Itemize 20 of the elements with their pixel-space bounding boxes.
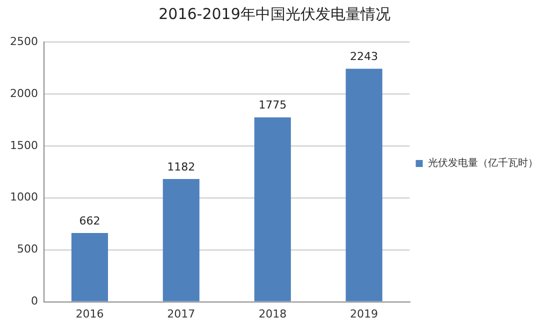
y-tick-label: 0 [30,294,38,308]
bar [71,233,108,302]
data-label: 2243 [350,50,378,64]
x-tick-label: 2019 [350,307,378,320]
bar [162,178,200,302]
x-tick-label: 2018 [258,307,287,320]
data-label: 1182 [167,160,196,174]
data-label: 662 [79,214,100,228]
y-tick-label: 1000 [10,190,38,204]
y-tick-label: 1500 [10,138,38,152]
x-tick-label: 2016 [76,307,104,320]
bar [254,117,291,302]
bar [346,68,382,302]
x-tick-label: 2017 [167,307,196,320]
legend-label: 光伏发电量（亿千瓦时） [428,157,538,170]
chart-title: 2016-2019年中国光伏发电量情况 [158,4,390,23]
y-tick-label: 2000 [10,86,38,100]
data-label: 1775 [258,98,287,112]
y-tick-label: 2500 [10,34,38,48]
y-tick-label: 500 [16,242,38,256]
